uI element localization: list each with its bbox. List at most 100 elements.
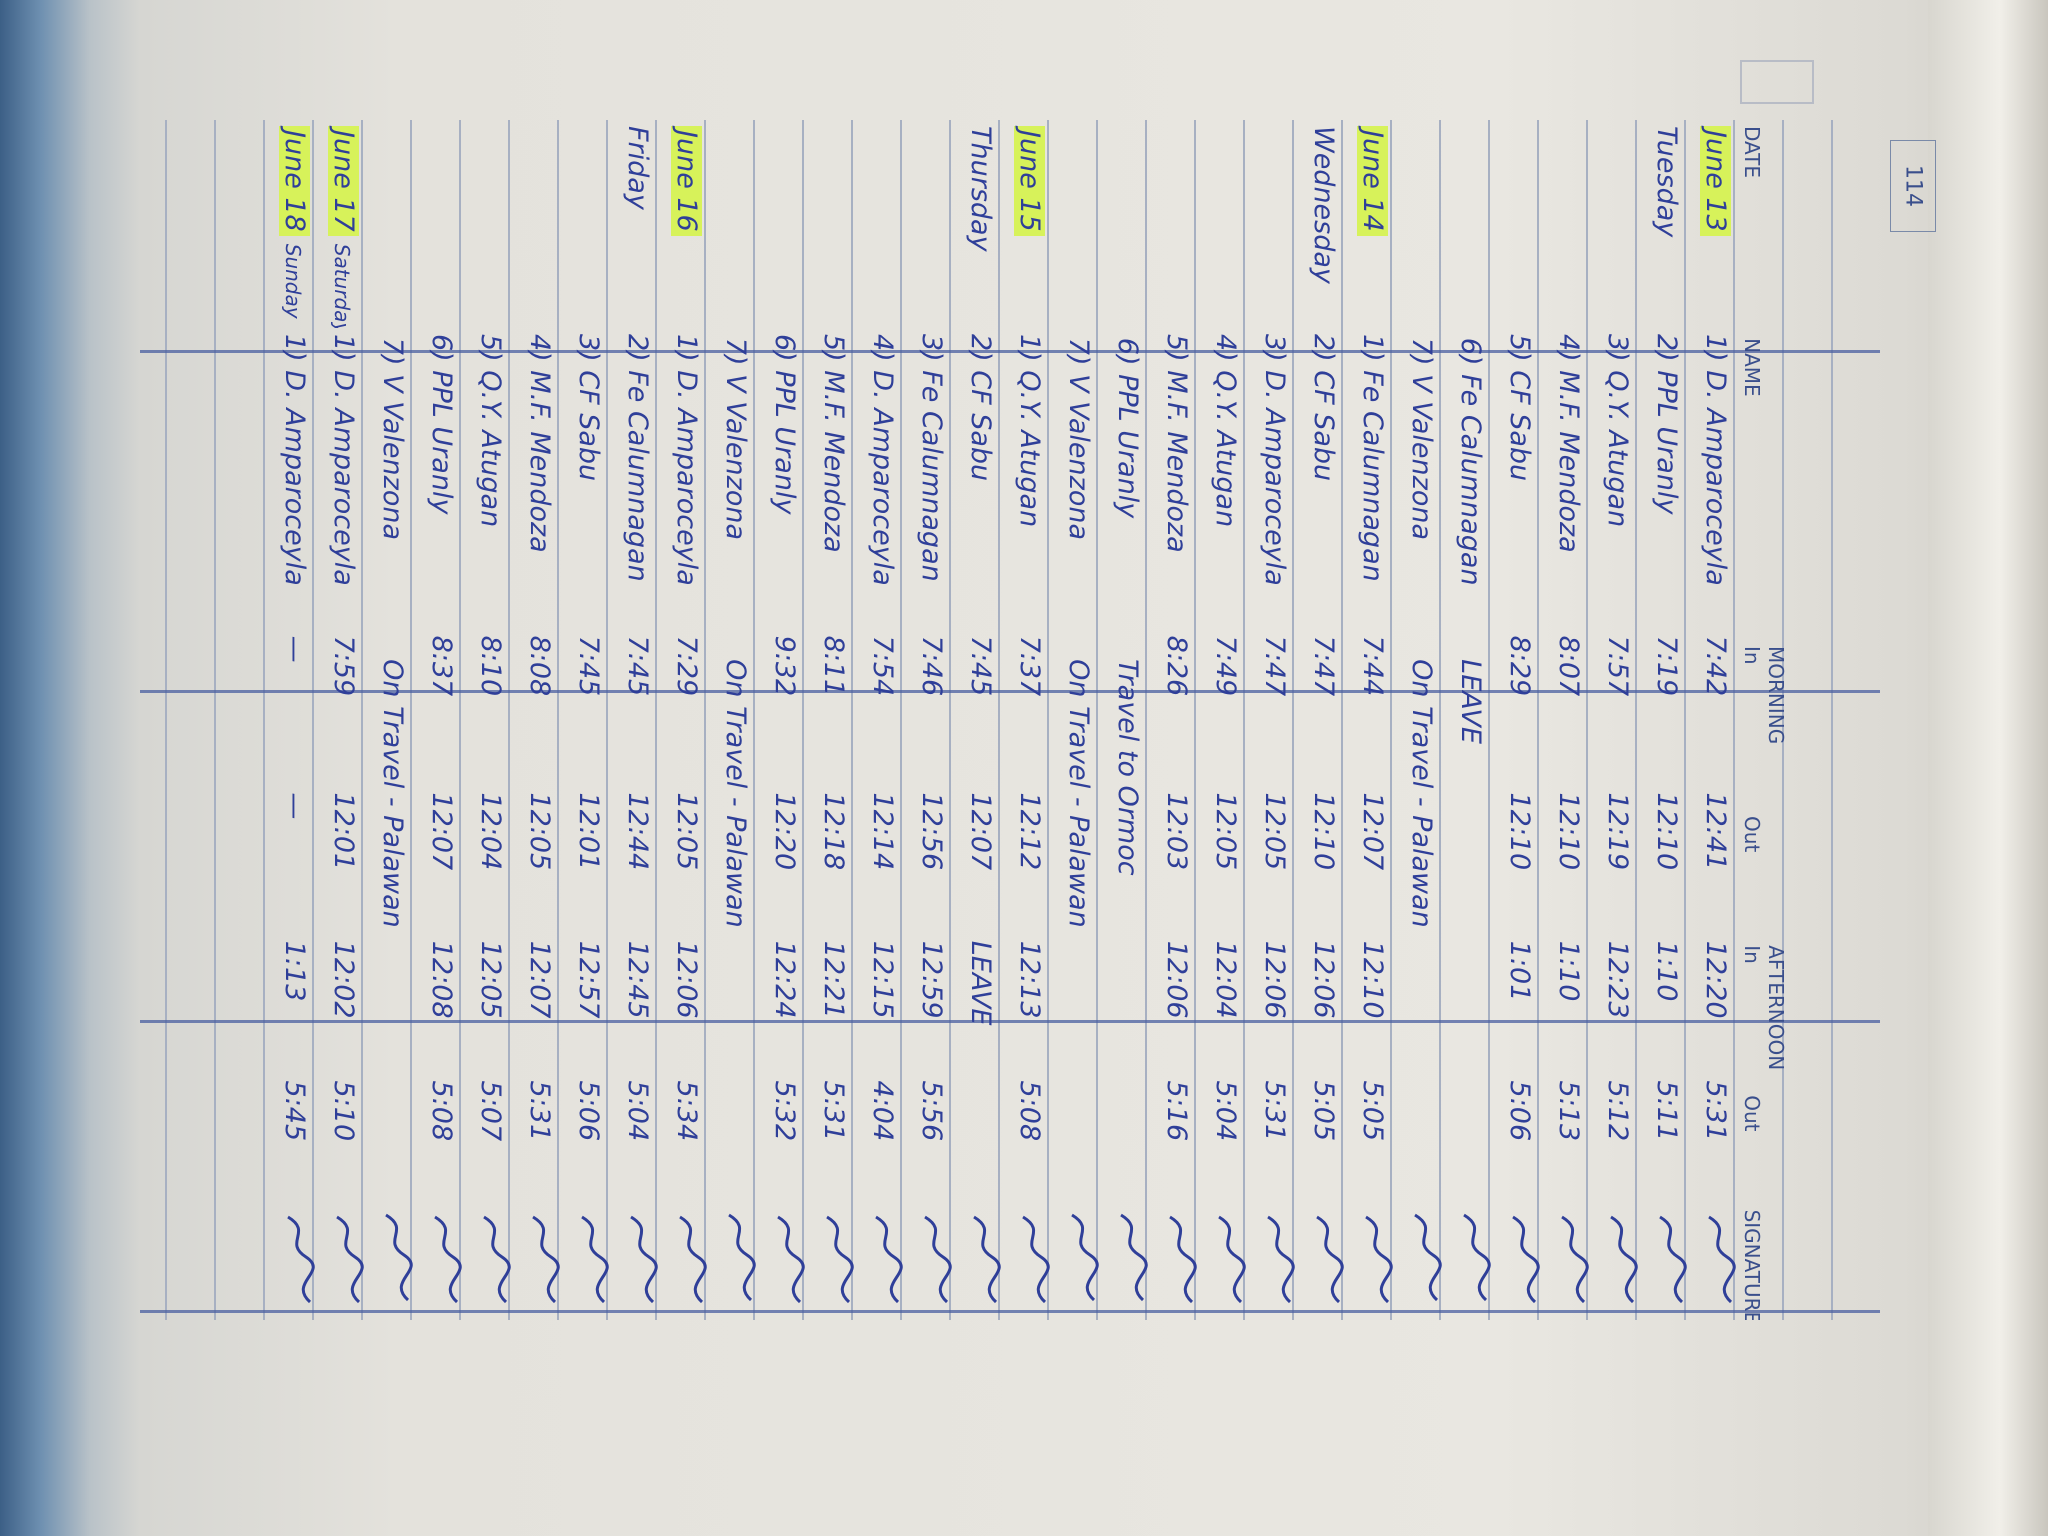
afternoon-out-cell: 5:31 [524, 1080, 555, 1142]
name-cell: 5) M.F. Mendoza [818, 333, 849, 553]
afternoon-in-cell: 12:21 [818, 940, 849, 1019]
date-cell: Friday [622, 120, 653, 328]
afternoon-out-cell: 5:31 [818, 1080, 849, 1142]
header-afternoon: AFTERNOON In Out [1740, 939, 1788, 1203]
table-row: 3) Fe Calumnagan 7:46 12:56 12:59 5:56 [907, 120, 956, 1320]
morning-out-cell: — [279, 792, 310, 820]
header-morning: MORNING In Out [1740, 640, 1788, 939]
date-cell: June 18 Sunday [279, 120, 310, 328]
morning-out-cell: 12:19 [1602, 792, 1633, 871]
afternoon-out-cell: 5:05 [1308, 1080, 1339, 1142]
date-label: June 18 [279, 126, 310, 236]
afternoon-out-cell: 5:11 [1651, 1080, 1682, 1142]
name-cell: 5) Q.Y. Atugan [475, 333, 506, 528]
morning-in-cell: 7:44 [1357, 635, 1388, 697]
morning-in-cell: 8:26 [1161, 635, 1192, 697]
table-row: 6) PPL Uranly 8:37 12:07 12:08 5:08 [417, 120, 466, 1320]
header-afternoon-label: AFTERNOON [1764, 945, 1788, 1071]
header-afternoon-in: In [1740, 945, 1764, 964]
signature-scribble [875, 1215, 903, 1303]
date-label: June 15 [1014, 126, 1045, 236]
signature-scribble [924, 1215, 952, 1303]
afternoon-out-cell: 5:07 [475, 1080, 506, 1142]
morning-in-cell: 7:54 [867, 635, 898, 697]
table-row: Wednesday 2) CF Sabu 7:47 12:10 12:06 5:05 [1299, 120, 1348, 1320]
signature-scribble [1659, 1215, 1687, 1303]
name-cell: 2) CF Sabu [965, 333, 996, 482]
afternoon-in-cell: 12:57 [573, 940, 604, 1019]
signature-scribble [1414, 1213, 1442, 1301]
signature-scribble [434, 1215, 462, 1303]
morning-out-cell: 12:14 [867, 792, 898, 871]
signature-scribble [532, 1215, 560, 1303]
signature-cell [1251, 1206, 1298, 1320]
signature-cell [1692, 1206, 1739, 1320]
afternoon-in-cell: 12:20 [1700, 940, 1731, 1019]
date-cell: June 14 [1357, 120, 1388, 328]
afternoon-in-cell: 12:05 [475, 940, 506, 1019]
name-cell: 6) PPL Uranly [426, 333, 457, 515]
morning-out-cell: 12:41 [1700, 792, 1731, 871]
morning-in-cell: 7:45 [573, 635, 604, 697]
signature-scribble [581, 1215, 609, 1303]
notebook-page-edge [1928, 0, 2048, 1536]
table-row: 7) V Valenzona On Travel - Palawan [1397, 120, 1446, 1320]
morning-in-cell: 8:37 [426, 635, 457, 697]
signature-scribble [1218, 1215, 1246, 1303]
name-cell: 4) Q.Y. Atugan [1210, 333, 1241, 528]
morning-out-cell: 12:05 [671, 792, 702, 871]
morning-out-cell: 12:10 [1504, 792, 1535, 871]
morning-out-cell: 12:05 [1259, 792, 1290, 871]
morning-in-cell: 7:42 [1700, 635, 1731, 697]
afternoon-out-cell: 5:04 [1210, 1080, 1241, 1142]
afternoon-in-cell: 12:04 [1210, 940, 1241, 1019]
name-cell: 1) D. Amparoceyla [279, 333, 310, 586]
table-row: 7) V Valenzona On Travel - Palawan [368, 120, 417, 1320]
morning-in-cell: 9:32 [769, 635, 800, 697]
name-cell: 1) D. Amparoceyla [328, 333, 359, 586]
date-cell: June 17 Saturday [328, 120, 359, 328]
table-row: 6) PPL Uranly 9:32 12:20 12:24 5:32 [760, 120, 809, 1320]
afternoon-in-cell: 12:07 [524, 940, 555, 1019]
signature-scribble [1169, 1215, 1197, 1303]
weekday-label: Tuesday [1651, 126, 1682, 238]
name-cell: 1) D. Amparoceyla [1700, 333, 1731, 586]
signature-cell [369, 1204, 416, 1320]
table-row: 5) Q.Y. Atugan 8:10 12:04 12:05 5:07 [466, 120, 515, 1320]
afternoon-out-cell: 5:34 [671, 1080, 702, 1142]
signature-cell [1594, 1206, 1641, 1320]
name-cell: 6) Fe Calumnagan [1455, 337, 1486, 586]
signature-cell [1349, 1206, 1396, 1320]
table-row: June 18 Sunday 1) D. Amparoceyla — — 1:13 5:45 [270, 120, 319, 1320]
morning-in-cell: 7:47 [1308, 635, 1339, 697]
note-cell: On Travel - Palawan [720, 659, 751, 928]
name-cell: 4) M.F. Mendoza [524, 333, 555, 553]
table-row: 4) M.F. Mendoza 8:07 12:10 1:10 5:13 [1544, 120, 1593, 1320]
signature-cell [1496, 1206, 1543, 1320]
table-row: June 14 1) Fe Calumnagan 7:44 12:07 12:10 5:0… [1348, 120, 1397, 1320]
note-cell: On Travel - Palawan [1406, 659, 1437, 928]
signature-scribble [1022, 1215, 1050, 1303]
signature-cell [761, 1206, 808, 1320]
signature-scribble [630, 1215, 658, 1303]
afternoon-in-cell: 12:06 [1308, 940, 1339, 1019]
table-row: Friday 2) Fe Calumnagan 7:45 12:44 12:45 5:04 [613, 120, 662, 1320]
page-tab [1740, 60, 1814, 104]
signature-scribble [728, 1213, 756, 1301]
attendance-table: DATE NAME MORNING In Out AFTERNOON In Out … [270, 120, 1820, 1320]
afternoon-in-cell: 12:06 [1259, 940, 1290, 1019]
signature-cell [1545, 1206, 1592, 1320]
note-cell: Travel to Ormoc [1112, 659, 1143, 876]
name-cell: 5) CF Sabu [1504, 333, 1535, 482]
date-cell: June 13 [1700, 120, 1731, 328]
morning-in-cell: 7:45 [965, 635, 996, 697]
morning-out-cell: 12:01 [573, 792, 604, 871]
signature-scribble [1463, 1213, 1491, 1301]
morning-in-cell: 7:57 [1602, 635, 1633, 697]
afternoon-in-cell: 12:15 [867, 940, 898, 1019]
header-name: NAME [1740, 338, 1764, 397]
date-cell: June 16 [671, 120, 702, 328]
afternoon-in-cell: 12:02 [328, 940, 359, 1019]
morning-in-cell: 8:07 [1553, 635, 1584, 697]
signature-scribble [385, 1213, 413, 1301]
